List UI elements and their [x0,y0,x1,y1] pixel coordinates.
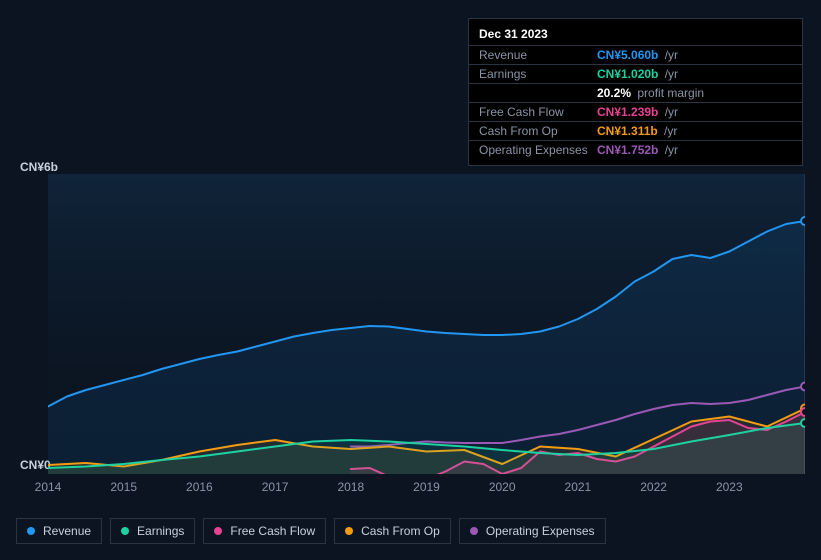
series-end-marker[interactable] [801,217,805,225]
tooltip-label [479,86,597,100]
tooltip-unit: profit margin [634,86,704,100]
y-axis-label-max: CN¥6b [20,160,58,174]
legend-dot-icon [214,527,222,535]
tooltip-label: Revenue [479,48,597,62]
x-tick: 2021 [565,480,592,494]
tooltip-value: CN¥5.060b [597,48,658,62]
y-axis-label-min: CN¥0 [20,458,51,472]
legend-label: Cash From Op [361,524,440,538]
tooltip-unit: /yr [661,105,678,119]
legend-dot-icon [345,527,353,535]
tooltip-date: Dec 31 2023 [469,25,802,46]
tooltip-value: 20.2% [597,86,631,100]
series-end-marker[interactable] [801,408,805,416]
tooltip-row: Cash From OpCN¥1.311b /yr [469,122,802,141]
chart-area: CN¥6b CN¥0 2014 2015 2016 2017 2018 2019 2020 2… [16,160,805,500]
legend-label: Earnings [137,524,184,538]
tooltip-unit: /yr [661,124,678,138]
tooltip-row: EarningsCN¥1.020b /yr [469,65,802,84]
x-tick: 2020 [489,480,516,494]
tooltip-value: CN¥1.311b [597,124,658,138]
tooltip-row: Operating ExpensesCN¥1.752b /yr [469,141,802,159]
tooltip-row: 20.2% profit margin [469,84,802,103]
legend-dot-icon [470,527,478,535]
tooltip-value-wrap: CN¥5.060b /yr [597,48,678,62]
tooltip-row: Free Cash FlowCN¥1.239b /yr [469,103,802,122]
tooltip-label: Cash From Op [479,124,597,138]
tooltip-value-wrap: CN¥1.752b /yr [597,143,678,157]
legend-item[interactable]: Free Cash Flow [203,518,326,544]
legend-item[interactable]: Revenue [16,518,102,544]
legend-dot-icon [121,527,129,535]
series-end-marker[interactable] [801,383,805,391]
legend-item[interactable]: Cash From Op [334,518,451,544]
tooltip-unit: /yr [661,67,678,81]
x-tick: 2016 [186,480,213,494]
legend-dot-icon [27,527,35,535]
tooltip-value: CN¥1.239b [597,105,658,119]
tooltip-unit: /yr [661,143,678,157]
tooltip-value-wrap: 20.2% profit margin [597,86,704,100]
tooltip-value: CN¥1.752b [597,143,658,157]
tooltip-row: RevenueCN¥5.060b /yr [469,46,802,65]
legend-item[interactable]: Operating Expenses [459,518,606,544]
chart-tooltip: Dec 31 2023 RevenueCN¥5.060b /yrEarnings… [468,18,803,166]
series-end-marker[interactable] [801,419,805,427]
tooltip-value: CN¥1.020b [597,67,658,81]
tooltip-value-wrap: CN¥1.311b /yr [597,124,677,138]
x-tick: 2015 [110,480,137,494]
x-tick: 2017 [262,480,289,494]
tooltip-unit: /yr [661,48,678,62]
legend-label: Operating Expenses [486,524,595,538]
x-tick: 2014 [35,480,62,494]
tooltip-value-wrap: CN¥1.239b /yr [597,105,678,119]
x-tick: 2023 [716,480,743,494]
legend-label: Free Cash Flow [230,524,315,538]
x-tick: 2022 [640,480,667,494]
legend-label: Revenue [43,524,91,538]
tooltip-label: Free Cash Flow [479,105,597,119]
x-tick: 2019 [413,480,440,494]
tooltip-label: Earnings [479,67,597,81]
x-tick: 2018 [337,480,364,494]
legend-item[interactable]: Earnings [110,518,195,544]
tooltip-value-wrap: CN¥1.020b /yr [597,67,678,81]
x-axis: 2014201520162017201820192020202120222023 [48,480,805,500]
chart-plot[interactable] [48,174,805,474]
chart-legend: Revenue Earnings Free Cash Flow Cash From O… [16,518,606,544]
tooltip-label: Operating Expenses [479,143,597,157]
